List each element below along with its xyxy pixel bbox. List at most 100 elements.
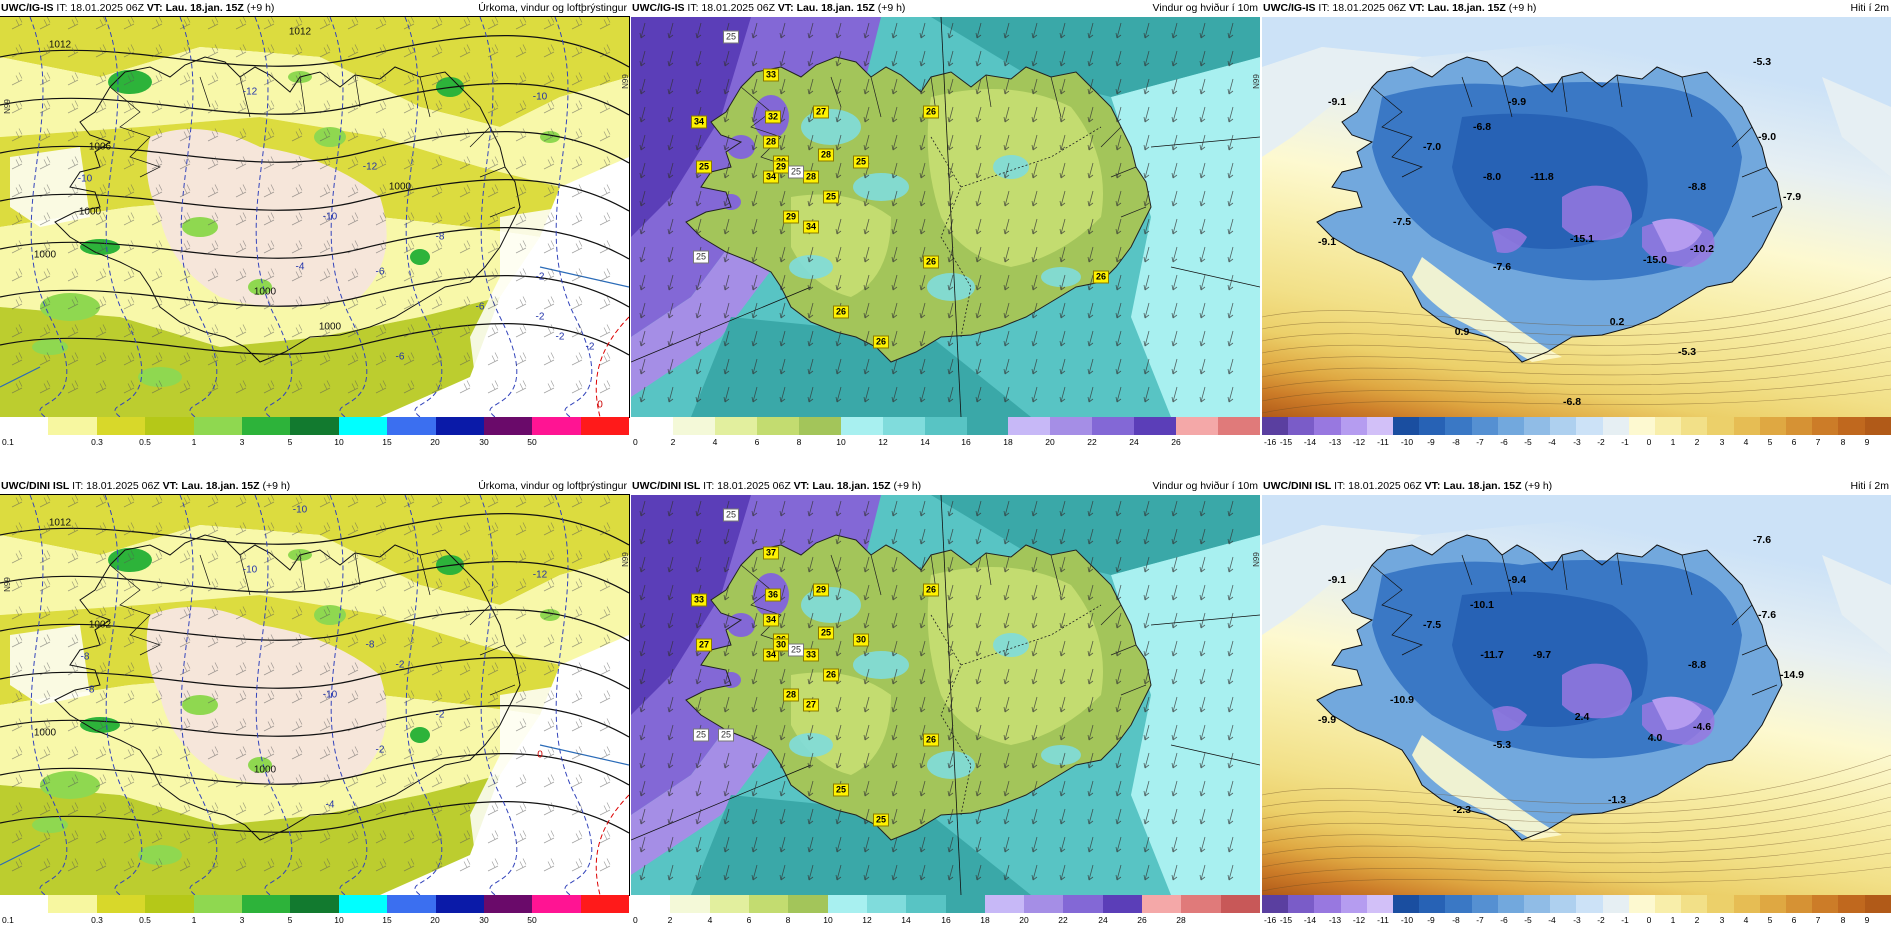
latitude-label: N99	[1251, 74, 1260, 89]
legend-tick-label: 6	[754, 437, 760, 447]
gust-label: 26	[872, 335, 890, 349]
legend-swatch	[1655, 895, 1682, 913]
temperature-label: -4.6	[1692, 721, 1712, 733]
temperature-label: -5.3	[1752, 56, 1772, 68]
panel-precip-1: UWC/DINI ISL IT: 18.01.2025 06Z VT: Lau.…	[0, 478, 630, 929]
legend-swatch	[1497, 417, 1525, 435]
contour-label: -2	[375, 744, 385, 756]
legend-colorbar	[0, 895, 630, 913]
gust-label: 28	[762, 135, 780, 149]
contour-label: -8	[85, 684, 95, 696]
contour-label: 0	[537, 749, 543, 761]
legend-tick-label: 28	[1176, 915, 1186, 925]
legend-tick-label: 30	[479, 915, 489, 925]
legend-tick-label: 4	[1743, 915, 1749, 925]
legend-swatch	[1419, 895, 1446, 913]
contour-label: -8	[80, 651, 90, 663]
init-time: IT: 18.01.2025 06Z	[700, 480, 794, 492]
legend-tick-label: 15	[382, 437, 392, 447]
legend-tick-label: -13	[1328, 915, 1342, 925]
contour-label: -6	[375, 266, 385, 278]
legend-tick-label: -16	[1264, 915, 1277, 925]
legend-tick-label: 2	[1694, 915, 1700, 925]
legend-tick-label: 5	[1767, 437, 1773, 447]
map-precip: 1012 1012 -10 -12 -12 -10 -10 1000 1006 1000 1000 1…	[0, 16, 630, 418]
legend-swatch	[1024, 895, 1064, 913]
legend-tick-label: 8	[1840, 915, 1846, 925]
legend-tick-label: -14	[1303, 437, 1317, 447]
legend-swatch	[1550, 417, 1577, 435]
contour-label: -2	[555, 331, 565, 343]
legend-swatch	[906, 895, 946, 913]
legend-swatch	[338, 417, 388, 435]
lead-time: (+9 h)	[1521, 480, 1553, 492]
gust-label: 26	[1092, 270, 1110, 284]
legend-tick-label: 30	[479, 437, 489, 447]
legend-swatch	[1524, 895, 1551, 913]
legend-swatch	[709, 895, 749, 913]
legend-swatch	[1314, 417, 1341, 435]
legend-swatch	[338, 895, 388, 913]
legend-swatch	[532, 417, 581, 435]
legend-tick-label: -13	[1328, 437, 1342, 447]
legend-swatch	[580, 417, 630, 435]
legend-swatch	[984, 895, 1025, 913]
contour-label: 1012	[48, 517, 72, 529]
legend-swatch	[1218, 417, 1261, 435]
contour-label: -2	[535, 311, 545, 323]
legend-colorbar	[0, 417, 630, 435]
contour-label: 1000	[33, 727, 57, 739]
legend-tick-label: 1	[1670, 437, 1676, 447]
legend-tick-label: -14	[1303, 915, 1317, 925]
legend-swatch	[96, 417, 146, 435]
wind-contour-label: 25	[787, 165, 805, 179]
legend-tick-label: -10	[1400, 437, 1414, 447]
legend-tick-label: 0.5	[139, 437, 151, 447]
gust-label: 28	[817, 148, 835, 162]
legend-tick-label: -12	[1352, 915, 1366, 925]
legend-swatch	[672, 417, 715, 435]
legend-swatch	[1655, 417, 1682, 435]
contour-label: 1012	[288, 26, 312, 38]
legend-tick-label: 24	[1098, 915, 1108, 925]
gust-label: 29	[812, 583, 830, 597]
legend-swatch	[945, 895, 985, 913]
legend-colorbar	[631, 895, 1260, 913]
legend-tick-label: 12	[862, 915, 872, 925]
legend-swatch	[631, 417, 673, 435]
temperature-label: -9.0	[1757, 131, 1777, 143]
init-time: IT: 18.01.2025 06Z	[1331, 480, 1425, 492]
model-name: UWC/DINI ISL	[1263, 480, 1332, 492]
panel-title: UWC/IG-IS IT: 18.01.2025 06Z VT: Lau. 18…	[1262, 0, 1891, 16]
legend-tick-label: 18	[1003, 437, 1013, 447]
panel-variable-title: Úrkoma, vindur og loftþrýstingur	[478, 2, 627, 14]
legend-swatch	[387, 895, 436, 913]
temperature-label: -10.2	[1690, 243, 1714, 255]
panel-variable-title: Hiti í 2m	[1850, 2, 1889, 14]
legend-swatch	[1628, 417, 1656, 435]
contour-label: 1006	[88, 141, 112, 153]
legend-tick-label: 0.5	[139, 915, 151, 925]
legend-tick-label: 0.1	[2, 915, 14, 925]
legend-swatch	[193, 895, 242, 913]
legend-tick-label: -9	[1427, 437, 1435, 447]
legend-tick-label: -9	[1427, 915, 1435, 925]
temperature-label: -5.3	[1492, 739, 1512, 751]
map-canvas	[631, 17, 1260, 417]
gust-label: 25	[872, 813, 890, 827]
temperature-label: 4.0	[1647, 732, 1663, 744]
legend-swatch	[1838, 895, 1865, 913]
legend-tick-label: 8	[796, 437, 802, 447]
contour-label: -2	[585, 341, 595, 353]
legend-tick-label: -3	[1573, 437, 1581, 447]
legend-swatch	[1445, 417, 1472, 435]
temperature-label: -9.1	[1327, 96, 1347, 108]
gust-label: 36	[764, 588, 782, 602]
legend-swatch	[1864, 895, 1891, 913]
contour-label: -10	[292, 504, 308, 516]
init-time: IT: 18.01.2025 06Z	[684, 2, 778, 14]
gust-label: 34	[762, 170, 780, 184]
legend-swatch	[1050, 417, 1093, 435]
temperature-label: -5.3	[1677, 346, 1697, 358]
legend-tick-label: 3	[239, 437, 245, 447]
